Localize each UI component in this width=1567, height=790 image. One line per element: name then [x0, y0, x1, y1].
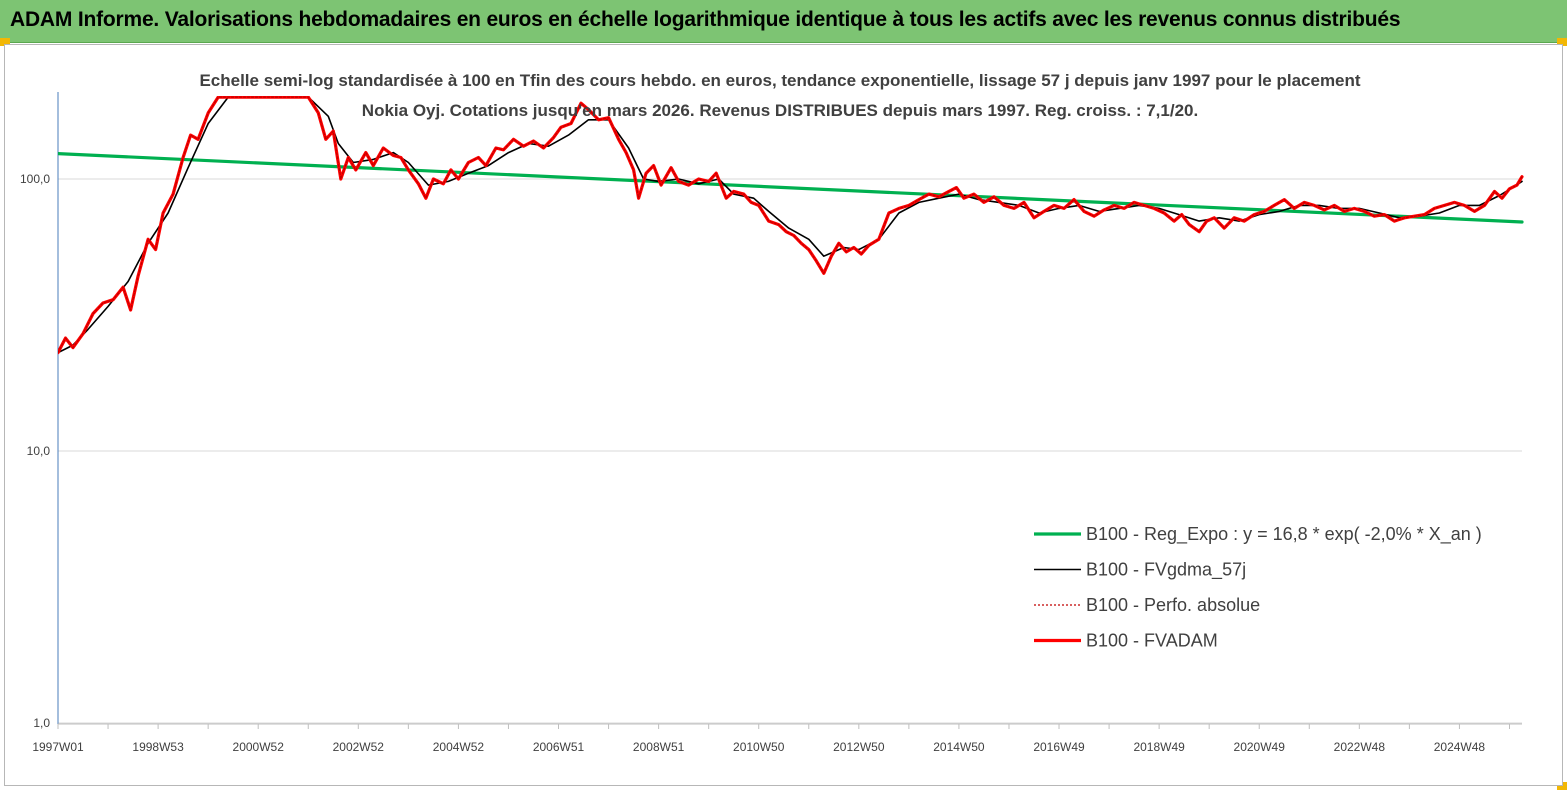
x-tick-label: 2008W51	[633, 740, 685, 754]
y-tick-label: 1,0	[33, 716, 50, 730]
legend-label: B100 - FVgdma_57j	[1086, 560, 1246, 581]
x-tick-label: 2020W49	[1234, 740, 1286, 754]
chart-title: Echelle semi-log standardisée à 100 en T…	[199, 71, 1361, 120]
report-banner: ADAM Informe. Valorisations hebdomadaire…	[0, 0, 1567, 43]
series-line-4	[58, 96, 1524, 355]
chart-frame	[4, 44, 1563, 786]
y-tick-label: 100,0	[20, 172, 50, 186]
x-tick-label: 2016W49	[1033, 740, 1085, 754]
x-tick-label: 2004W52	[433, 740, 485, 754]
x-tick-label: 2012W50	[833, 740, 885, 754]
series-line-1	[58, 152, 1524, 224]
legend-label: B100 - Reg_Expo : y = 16,8 * exp( -2,0% …	[1086, 524, 1482, 545]
y-tick-label: 10,0	[27, 444, 51, 458]
x-tick-label: 2000W52	[233, 740, 285, 754]
series-layer	[58, 96, 1524, 355]
x-tick-label: 2006W51	[533, 740, 585, 754]
x-tick-label: 1998W53	[132, 740, 184, 754]
corner-marker-top-right	[1557, 38, 1567, 46]
x-tick-label: 2024W48	[1434, 740, 1486, 754]
chart-legend: B100 - Reg_Expo : y = 16,8 * exp( -2,0% …	[1034, 524, 1482, 651]
x-tick-label: 2022W48	[1334, 740, 1386, 754]
corner-marker-top-left	[0, 38, 10, 46]
corner-marker-bottom-right	[1557, 782, 1567, 790]
report-title: ADAM Informe. Valorisations hebdomadaire…	[10, 8, 1401, 31]
x-tick-label: 2018W49	[1133, 740, 1185, 754]
series-line-3	[58, 96, 1523, 354]
x-tick-label: 2010W50	[733, 740, 785, 754]
legend-label: B100 - FVADAM	[1086, 631, 1218, 651]
x-tick-label: 2002W52	[333, 740, 385, 754]
x-tick-label: 1997W01	[32, 740, 84, 754]
legend-label: B100 - Perfo. absolue	[1086, 595, 1260, 615]
series-line-2	[58, 96, 1523, 354]
x-tick-label: 2014W50	[933, 740, 985, 754]
grid-layer	[58, 178, 1522, 724]
axis-layer: 1,0 10,0 100,0 1997W01 1998W53 2000W52 2002W52…	[20, 92, 1522, 754]
